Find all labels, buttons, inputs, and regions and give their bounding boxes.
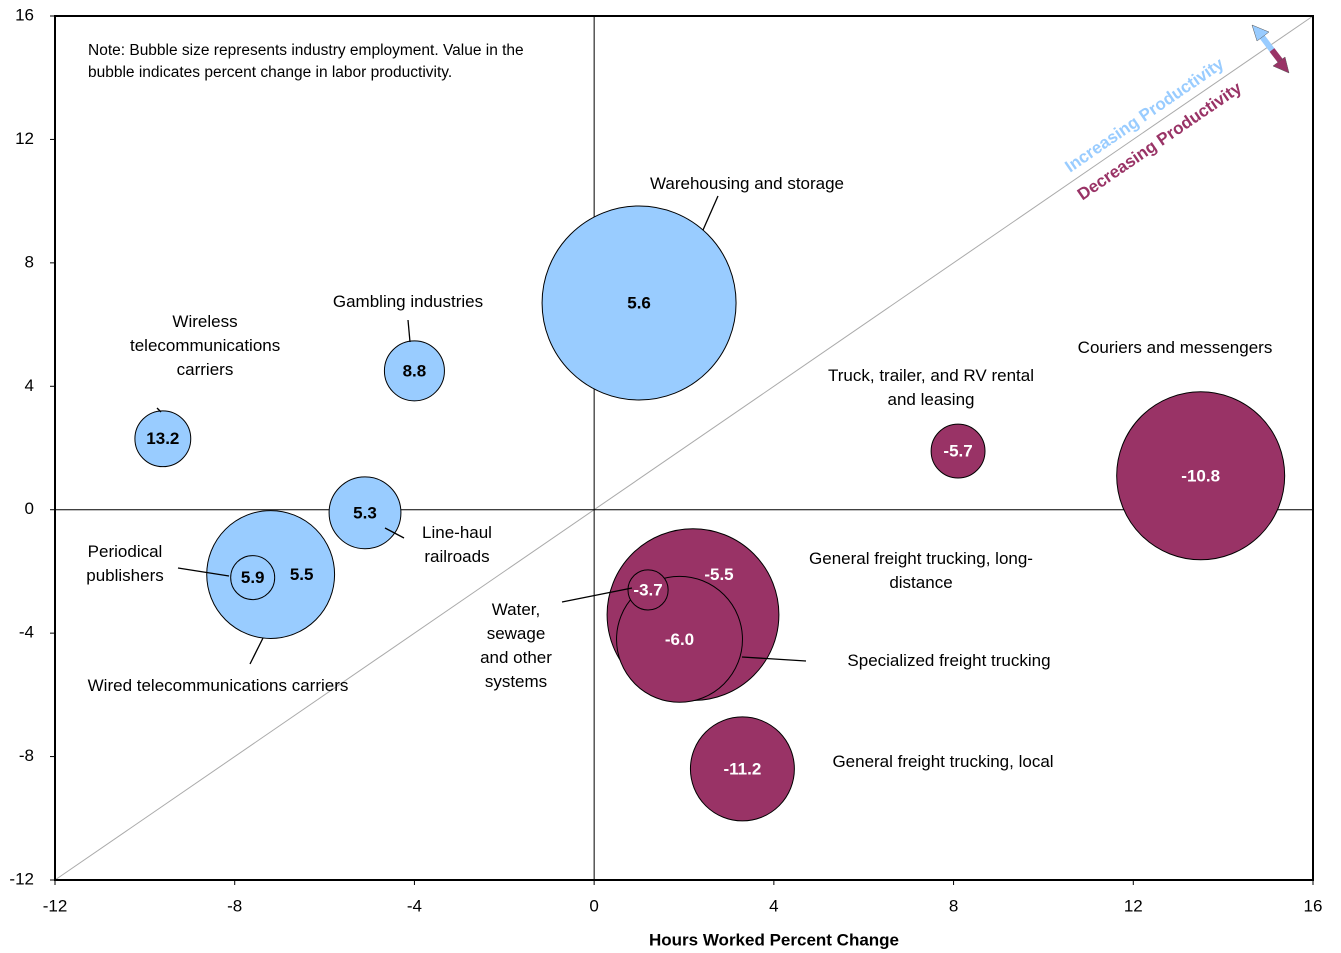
productivity-arrow: [1251, 24, 1290, 74]
bubble: [627, 569, 669, 611]
value-label: 8.8: [403, 361, 427, 380]
x-tick-label: -8: [227, 896, 242, 915]
bubble-label: Specialized freight trucking: [847, 651, 1051, 670]
bubble-label: General freight trucking, long-distance: [809, 549, 1033, 592]
plot-frame: [54, 15, 1314, 881]
bubble-label: Gambling industries: [332, 292, 484, 311]
y-tick-label: 16: [15, 5, 34, 24]
leader-line: [561, 587, 633, 603]
bubble-label: Wireless telecommunications carriers: [130, 312, 281, 379]
x-tick-label: 0: [589, 896, 598, 915]
value-label: 5.3: [353, 503, 377, 522]
bubble-label: Periodical publishers: [86, 542, 164, 585]
bubble-label: Couriers and messengers: [1077, 338, 1273, 357]
bubble: [383, 340, 445, 402]
bubble: [230, 555, 276, 601]
value-label: -3.7: [633, 580, 662, 599]
bubbles: [134, 205, 1286, 822]
x-tick-label: -4: [407, 896, 422, 915]
value-label: 5.6: [627, 293, 651, 312]
leader-line: [156, 407, 162, 413]
leader-line: [384, 527, 405, 539]
value-label: -10.8: [1181, 466, 1220, 485]
y-tick-label: -12: [9, 869, 34, 888]
leader-line: [741, 656, 807, 662]
value-label: -5.5: [704, 565, 733, 584]
leader-line: [249, 637, 264, 665]
y-tick-label: -8: [19, 746, 34, 765]
value-label: 13.2: [146, 429, 179, 448]
bubble: [541, 205, 737, 401]
value-label: -6.0: [665, 630, 694, 649]
value-label: 5.9: [241, 568, 265, 587]
x-axis-title: Hours Worked Percent Change: [649, 930, 899, 949]
bubble: [930, 423, 986, 479]
value-label: -11.2: [724, 759, 762, 778]
diagonal-reference: [54, 15, 1314, 881]
bubble-label: Truck, trailer, and RV rental and leasin…: [828, 366, 1034, 409]
bubble: [328, 476, 402, 550]
x-tick-label: 4: [769, 896, 778, 915]
bubble-label: General freight trucking, local: [832, 752, 1054, 771]
leader-line: [407, 319, 411, 343]
value-label: 5.5: [290, 565, 314, 584]
y-tick-label: 0: [25, 499, 34, 518]
bubble-label: Wired telecommunications carriers: [87, 676, 349, 695]
y-tick-label: -4: [19, 623, 34, 642]
x-tick-label: 12: [1124, 896, 1143, 915]
y-tick-label: 4: [25, 376, 34, 395]
y-tick-label: 8: [25, 252, 34, 271]
x-tick-label: -12: [43, 896, 68, 915]
leader-line: [702, 195, 719, 231]
bubble-label: Line-haul railroads: [422, 523, 492, 566]
bubble-label: Warehousing and storage: [649, 174, 845, 193]
y-tick-label: 12: [15, 129, 34, 148]
note: Note: Bubble size represents industry em…: [88, 42, 524, 81]
value-label: -5.7: [943, 442, 972, 461]
bubble: [689, 716, 795, 822]
bubble: [134, 410, 192, 468]
x-tick-label: 16: [1304, 896, 1323, 915]
bubble-label: Water, sewage and other systems: [480, 600, 552, 691]
leader-line: [177, 567, 230, 577]
x-tick-label: 8: [949, 896, 958, 915]
bubble: [1116, 391, 1286, 561]
